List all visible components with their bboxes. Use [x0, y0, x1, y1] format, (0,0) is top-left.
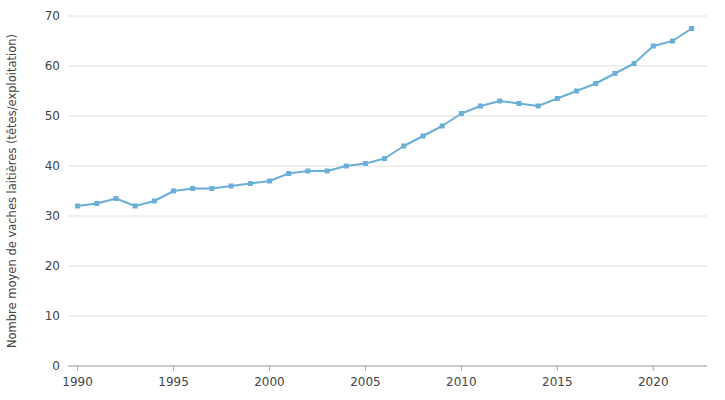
marker	[574, 89, 579, 94]
x-tick	[653, 366, 654, 371]
marker	[363, 161, 368, 166]
y-tick-label: 40	[45, 159, 60, 173]
grid-line	[68, 316, 707, 317]
marker	[286, 171, 291, 176]
grid-line	[68, 266, 707, 267]
x-tick	[269, 366, 270, 371]
marker	[555, 96, 560, 101]
x-tick-label: 2010	[446, 375, 477, 389]
x-tick	[557, 366, 558, 371]
marker	[75, 204, 80, 209]
y-tick-label: 30	[45, 209, 60, 223]
y-tick-label: 0	[52, 359, 60, 373]
x-tick	[77, 366, 78, 371]
grid-line	[68, 366, 707, 367]
marker	[612, 71, 617, 76]
marker	[344, 164, 349, 169]
marker	[401, 144, 406, 149]
grid-line	[68, 66, 707, 67]
marker	[651, 44, 656, 49]
x-tick	[365, 366, 366, 371]
y-tick-label: 20	[45, 259, 60, 273]
x-tick-label: 2020	[638, 375, 669, 389]
y-tick-label: 70	[45, 9, 60, 23]
series	[75, 26, 694, 209]
marker	[133, 204, 138, 209]
x-tick	[173, 366, 174, 371]
marker	[229, 184, 234, 189]
marker	[113, 196, 118, 201]
line	[78, 29, 692, 207]
x-axis-line	[68, 366, 707, 367]
marker	[325, 169, 330, 174]
y-tick-labels: 0 10 20 30 40 50 60 70	[45, 9, 60, 373]
marker	[670, 39, 675, 44]
x-tick-label: 2015	[542, 375, 573, 389]
grid-line	[68, 216, 707, 217]
marker	[516, 101, 521, 106]
marker	[593, 81, 598, 86]
y-axis-label: Nombre moyen de vaches laitières (têtes/…	[5, 34, 19, 348]
x-ticks: 1990 1995 2000 2005 2010 2015 2020	[62, 366, 668, 389]
y-tick-label: 10	[45, 309, 60, 323]
marker	[478, 104, 483, 109]
marker	[267, 179, 272, 184]
x-tick	[461, 366, 462, 371]
chart: 0 10 20 30 40 50 60 70 1990 1995 2000 2005 2010 2015 2…	[0, 0, 725, 400]
marker	[536, 104, 541, 109]
y-grid	[68, 16, 707, 366]
x-tick-label: 2005	[350, 375, 381, 389]
marker	[421, 134, 426, 139]
marker	[440, 124, 445, 129]
marker	[632, 61, 637, 66]
y-tick-label: 50	[45, 109, 60, 123]
grid-line	[68, 166, 707, 167]
y-tick-label: 60	[45, 59, 60, 73]
marker	[152, 199, 157, 204]
marker	[459, 111, 464, 116]
marker	[305, 169, 310, 174]
grid-line	[68, 116, 707, 117]
marker	[94, 201, 99, 206]
x-tick-label: 1990	[62, 375, 93, 389]
marker	[209, 186, 214, 191]
marker	[689, 26, 694, 31]
x-tick-label: 1995	[158, 375, 189, 389]
marker	[190, 186, 195, 191]
marker	[171, 189, 176, 194]
marker	[248, 181, 253, 186]
marker	[497, 99, 502, 104]
grid-line	[68, 16, 707, 17]
marker	[382, 156, 387, 161]
x-tick-label: 2000	[254, 375, 285, 389]
